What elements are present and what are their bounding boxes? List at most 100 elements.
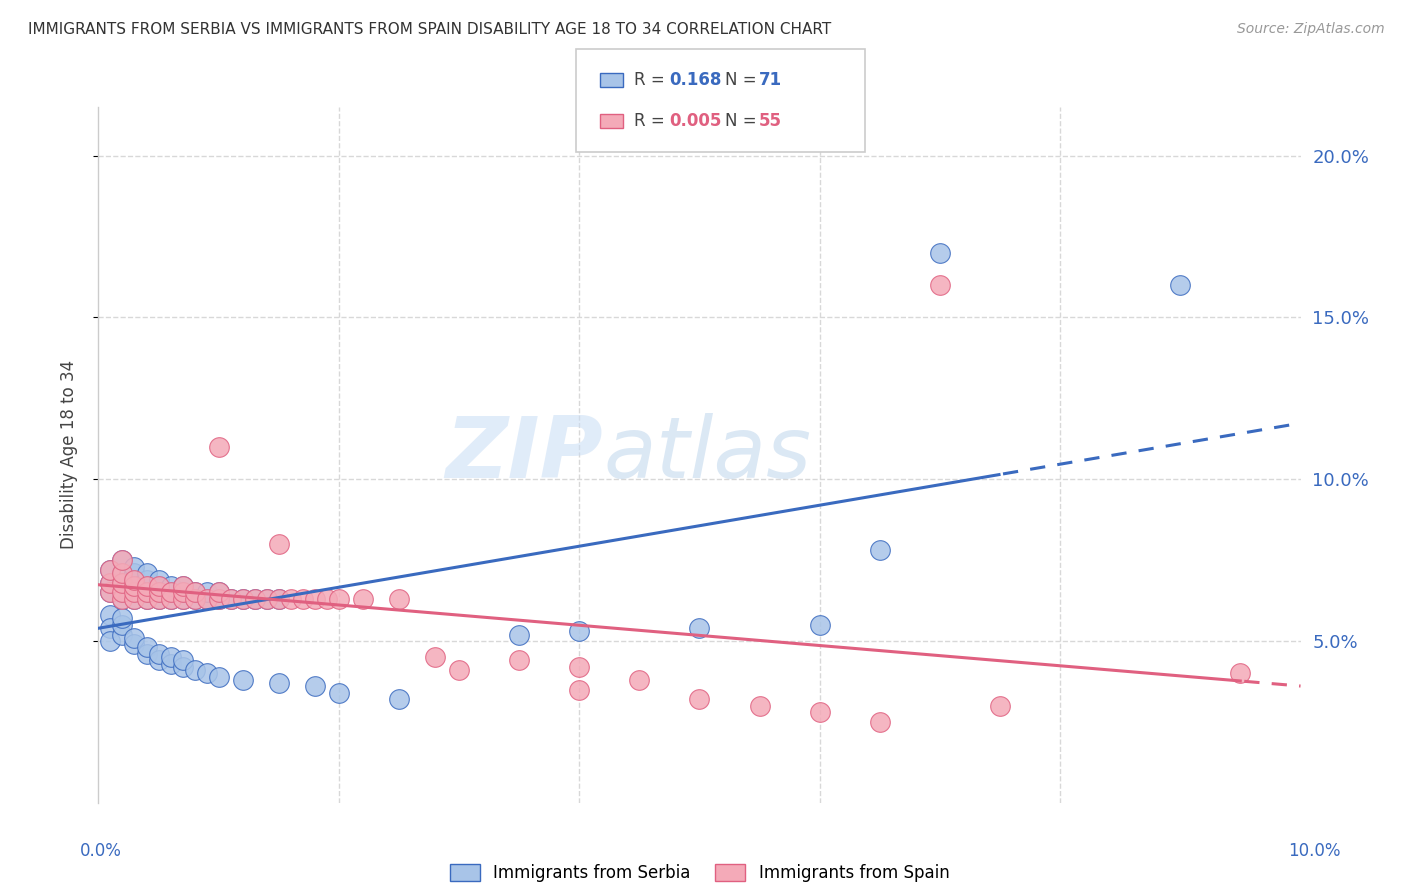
Point bbox=[111, 627, 134, 641]
Point bbox=[243, 591, 266, 606]
Point bbox=[208, 585, 231, 599]
Point bbox=[148, 585, 170, 599]
Point bbox=[124, 631, 146, 645]
Text: 0.0%: 0.0% bbox=[80, 842, 122, 860]
Point bbox=[267, 537, 290, 551]
Point bbox=[256, 591, 278, 606]
Point bbox=[100, 575, 122, 590]
Point bbox=[100, 634, 122, 648]
Point bbox=[183, 585, 205, 599]
Point bbox=[208, 591, 231, 606]
Text: 0.168: 0.168 bbox=[669, 70, 721, 88]
Point bbox=[100, 585, 122, 599]
Point bbox=[135, 640, 157, 655]
Point bbox=[195, 585, 218, 599]
Point bbox=[135, 585, 157, 599]
Point bbox=[291, 591, 314, 606]
Point bbox=[124, 573, 146, 587]
Y-axis label: Disability Age 18 to 34: Disability Age 18 to 34 bbox=[59, 360, 77, 549]
Point bbox=[135, 591, 157, 606]
Point bbox=[135, 585, 157, 599]
Point bbox=[159, 650, 181, 665]
Point bbox=[328, 686, 350, 700]
Point bbox=[135, 579, 157, 593]
Point bbox=[172, 591, 194, 606]
Point bbox=[172, 660, 194, 674]
Point bbox=[172, 585, 194, 599]
Point bbox=[208, 670, 231, 684]
Text: 55: 55 bbox=[759, 112, 782, 130]
Point bbox=[183, 585, 205, 599]
Point bbox=[172, 591, 194, 606]
Point bbox=[100, 563, 122, 577]
Point bbox=[135, 591, 157, 606]
Point bbox=[315, 591, 337, 606]
Text: Source: ZipAtlas.com: Source: ZipAtlas.com bbox=[1237, 22, 1385, 37]
Point bbox=[1229, 666, 1251, 681]
Point bbox=[508, 627, 530, 641]
Text: 0.005: 0.005 bbox=[669, 112, 721, 130]
Point bbox=[808, 705, 831, 719]
Point bbox=[124, 591, 146, 606]
Point bbox=[869, 543, 891, 558]
Point bbox=[124, 637, 146, 651]
Text: 71: 71 bbox=[759, 70, 782, 88]
Point bbox=[159, 585, 181, 599]
Point bbox=[148, 579, 170, 593]
Point bbox=[111, 591, 134, 606]
Point bbox=[689, 621, 711, 635]
Text: atlas: atlas bbox=[603, 413, 811, 497]
Text: R =: R = bbox=[634, 70, 671, 88]
Legend: Immigrants from Serbia, Immigrants from Spain: Immigrants from Serbia, Immigrants from … bbox=[443, 857, 956, 888]
Point bbox=[748, 698, 770, 713]
Point bbox=[148, 653, 170, 667]
Point bbox=[219, 591, 242, 606]
Point bbox=[568, 660, 591, 674]
Point bbox=[208, 440, 231, 454]
Point bbox=[256, 591, 278, 606]
Text: ZIP: ZIP bbox=[446, 413, 603, 497]
Point bbox=[159, 591, 181, 606]
Point bbox=[100, 621, 122, 635]
Point bbox=[100, 585, 122, 599]
Point bbox=[689, 692, 711, 706]
Point bbox=[124, 566, 146, 580]
Point bbox=[172, 585, 194, 599]
Point bbox=[159, 657, 181, 671]
Point bbox=[111, 585, 134, 599]
Point bbox=[148, 647, 170, 661]
Point bbox=[447, 663, 470, 677]
Point bbox=[135, 566, 157, 580]
Point bbox=[111, 553, 134, 567]
Point bbox=[111, 566, 134, 580]
Point bbox=[232, 591, 254, 606]
Point bbox=[148, 585, 170, 599]
Point bbox=[100, 563, 122, 577]
Text: R =: R = bbox=[634, 112, 671, 130]
Point bbox=[135, 647, 157, 661]
Point bbox=[328, 591, 350, 606]
Point bbox=[111, 575, 134, 590]
Text: N =: N = bbox=[725, 112, 762, 130]
Point bbox=[232, 673, 254, 687]
Point bbox=[388, 692, 411, 706]
Point bbox=[148, 591, 170, 606]
Point bbox=[208, 585, 231, 599]
Point bbox=[135, 573, 157, 587]
Point bbox=[183, 591, 205, 606]
Point bbox=[124, 579, 146, 593]
Point bbox=[929, 278, 952, 293]
Point bbox=[183, 663, 205, 677]
Point bbox=[388, 591, 411, 606]
Point bbox=[195, 591, 218, 606]
Point bbox=[100, 575, 122, 590]
Point bbox=[124, 585, 146, 599]
Point bbox=[148, 591, 170, 606]
Point bbox=[124, 579, 146, 593]
Point bbox=[111, 611, 134, 625]
Point bbox=[267, 591, 290, 606]
Text: 10.0%: 10.0% bbox=[1288, 842, 1341, 860]
Point bbox=[148, 573, 170, 587]
Point bbox=[1170, 278, 1192, 293]
Point bbox=[159, 591, 181, 606]
